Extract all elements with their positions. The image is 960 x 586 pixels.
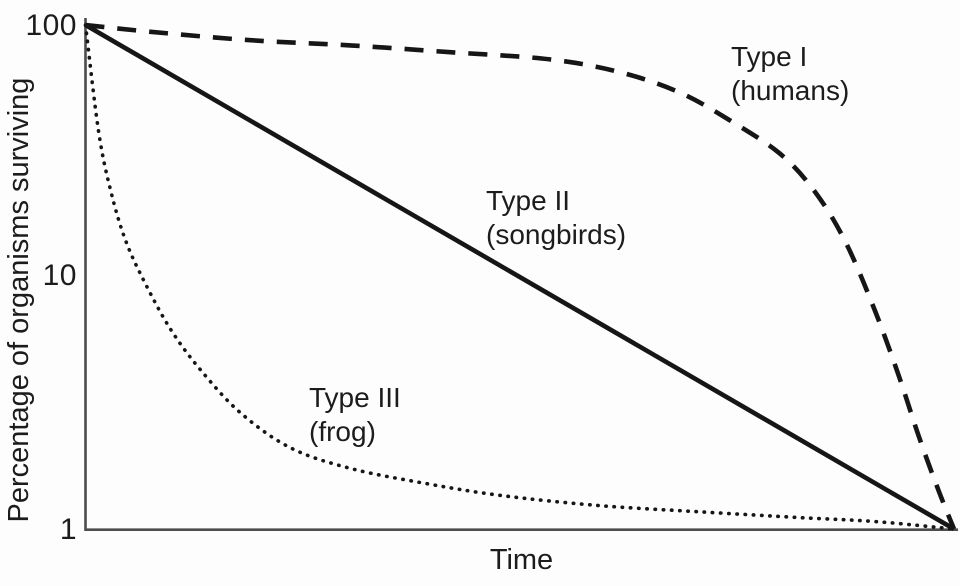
curve-type-i (85, 22, 957, 530)
type-i-label: Type I (humans) (731, 40, 849, 108)
x-axis-title: Time (489, 544, 554, 576)
curve-type-iii (83, 23, 956, 531)
type-i-name: Type I (731, 41, 808, 72)
y-tick-10: 10 (42, 259, 77, 292)
type-ii-annotation: (songbirds) (486, 219, 627, 250)
y-tick-1: 1 (59, 513, 77, 546)
y-tick-100: 100 (25, 9, 77, 42)
curves-group (83, 22, 957, 531)
curve-type-ii (84, 23, 956, 531)
type-ii-label: Type II (songbirds) (486, 184, 626, 252)
type-iii-label: Type III (frog) (309, 381, 401, 449)
axes (84, 18, 958, 531)
type-iii-name: Type III (309, 382, 401, 413)
type-ii-name: Type II (486, 185, 571, 216)
type-i-annotation: (humans) (731, 75, 850, 106)
type-iii-annotation: (frog) (309, 416, 376, 447)
y-axis-title: Percentage of organisms surviving (3, 77, 35, 523)
